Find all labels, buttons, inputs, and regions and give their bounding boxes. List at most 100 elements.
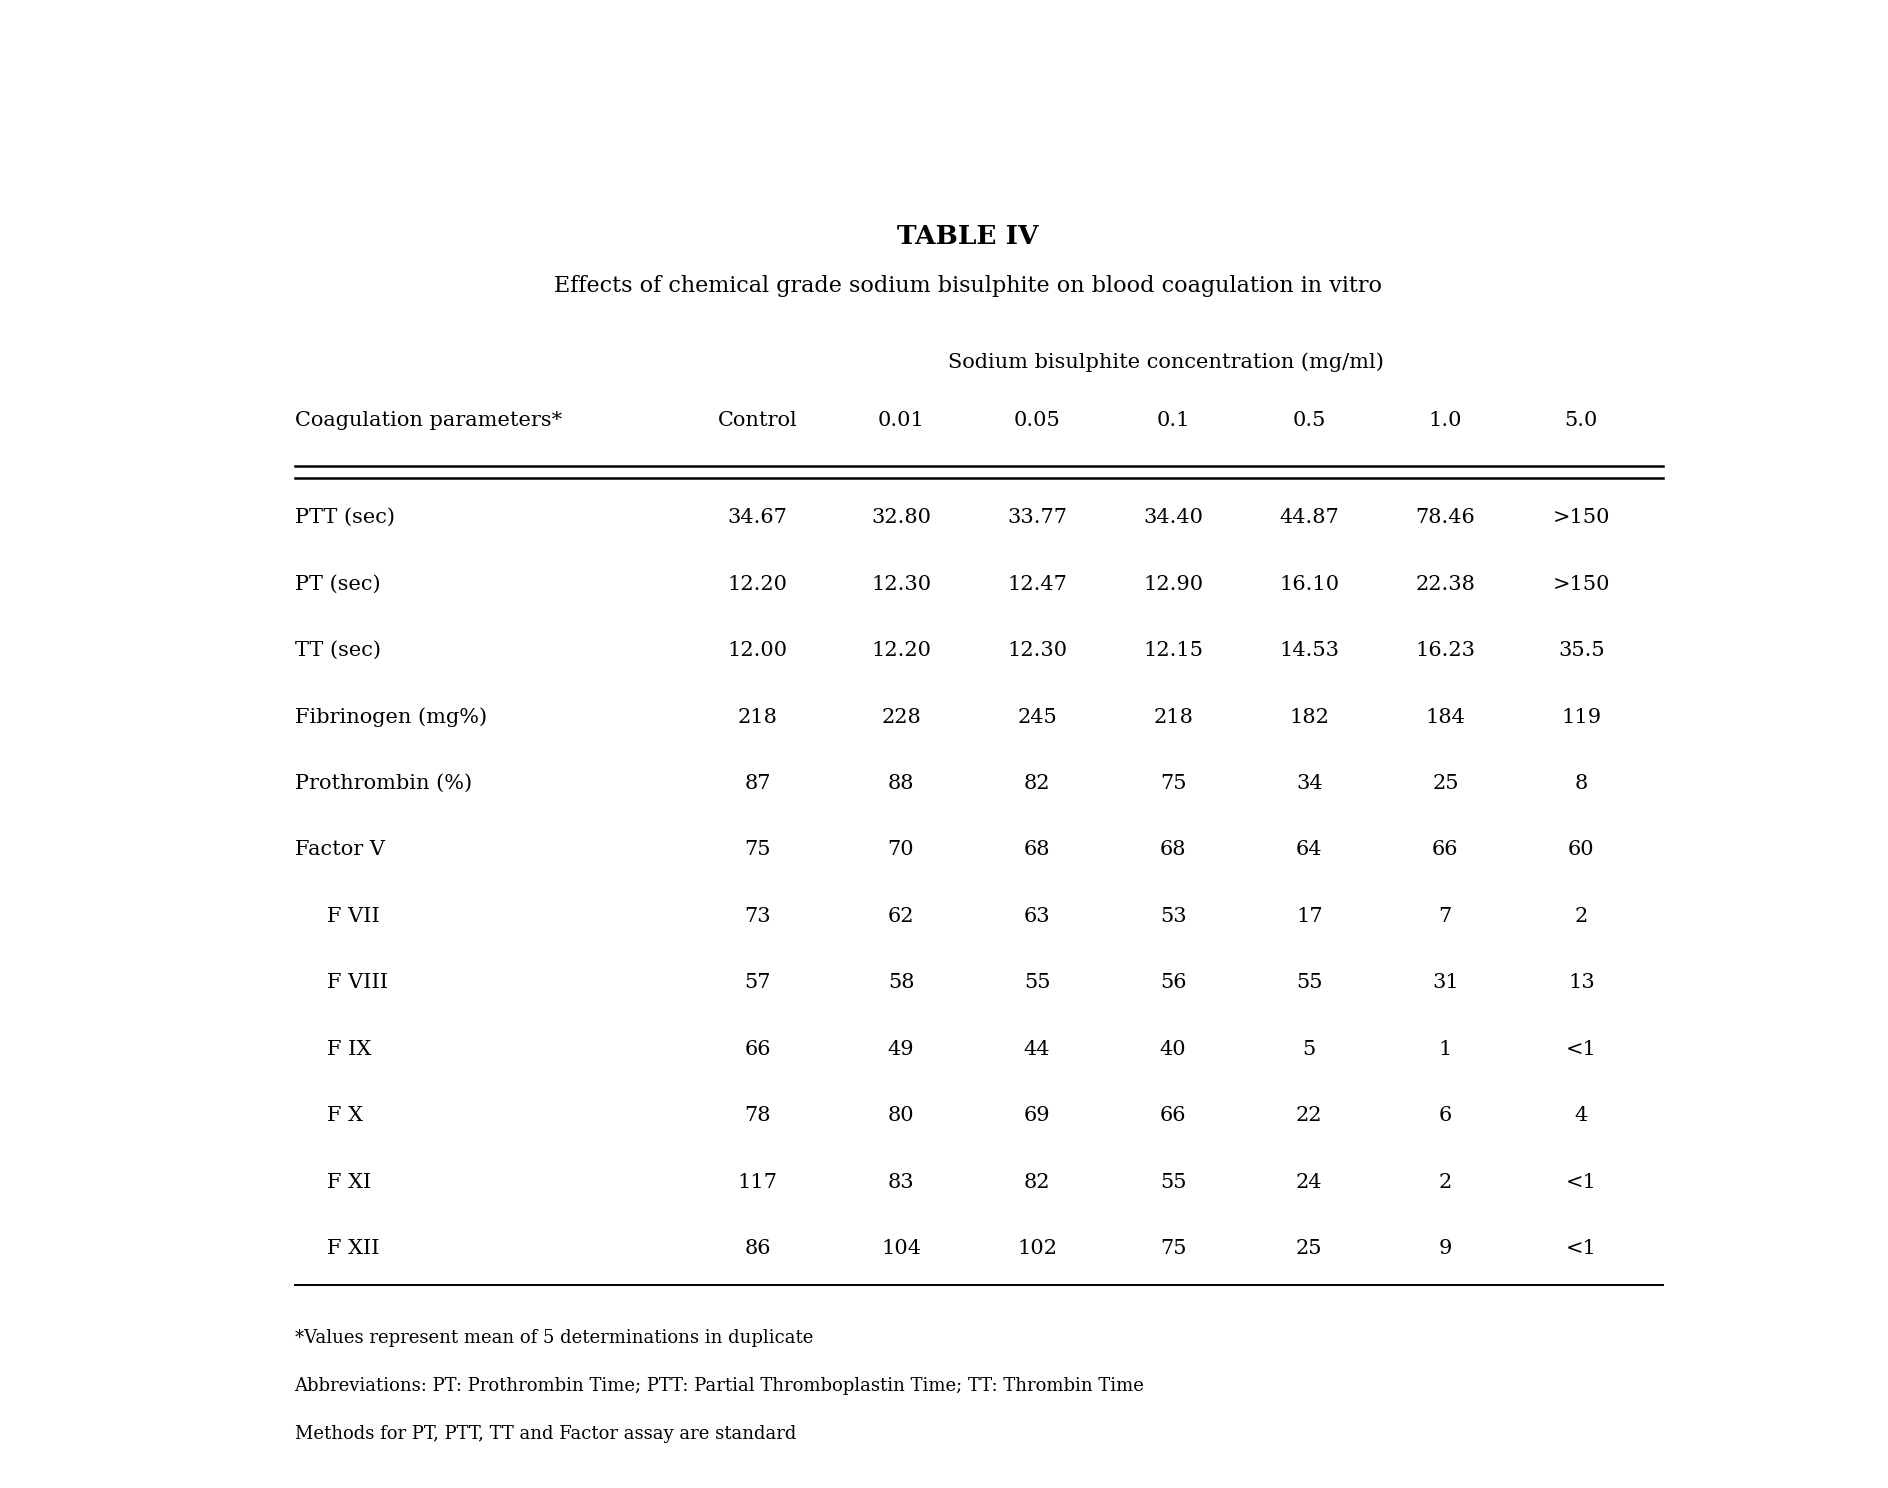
Text: 87: 87 (744, 774, 770, 793)
Text: 12.47: 12.47 (1006, 574, 1067, 594)
Text: 49: 49 (887, 1040, 914, 1059)
Text: TT (sec): TT (sec) (295, 641, 381, 661)
Text: F X: F X (327, 1106, 362, 1125)
Text: 53: 53 (1159, 906, 1186, 926)
Text: 25: 25 (1433, 774, 1459, 793)
Text: 34: 34 (1295, 774, 1323, 793)
Text: 12.30: 12.30 (870, 574, 931, 594)
Text: Abbreviations: PT: Prothrombin Time; PTT: Partial Thromboplastin Time; TT: Throm: Abbreviations: PT: Prothrombin Time; PTT… (295, 1376, 1144, 1394)
Text: 104: 104 (882, 1240, 921, 1259)
Text: 17: 17 (1295, 906, 1323, 926)
Text: 66: 66 (744, 1040, 770, 1059)
Text: 12.30: 12.30 (1006, 641, 1067, 661)
Text: 55: 55 (1159, 1173, 1186, 1192)
Text: 32.80: 32.80 (870, 509, 931, 527)
Text: 58: 58 (887, 973, 914, 992)
Text: F VII: F VII (327, 906, 379, 926)
Text: 12.20: 12.20 (870, 641, 931, 661)
Text: 119: 119 (1561, 708, 1601, 726)
Text: F IX: F IX (327, 1040, 370, 1059)
Text: 0.5: 0.5 (1293, 411, 1325, 430)
Text: 56: 56 (1159, 973, 1186, 992)
Text: 34.40: 34.40 (1142, 509, 1203, 527)
Text: PT (sec): PT (sec) (295, 574, 379, 594)
Text: 82: 82 (1023, 774, 1050, 793)
Text: 2: 2 (1439, 1173, 1452, 1192)
Text: 86: 86 (744, 1240, 770, 1259)
Text: 88: 88 (887, 774, 914, 793)
Text: TABLE IV: TABLE IV (897, 225, 1038, 250)
Text: 63: 63 (1023, 906, 1050, 926)
Text: Effects of chemical grade sodium bisulphite on blood coagulation in vitro: Effects of chemical grade sodium bisulph… (553, 275, 1382, 296)
Text: 83: 83 (887, 1173, 914, 1192)
Text: 33.77: 33.77 (1006, 509, 1067, 527)
Text: 75: 75 (1159, 774, 1186, 793)
Text: Prothrombin (%): Prothrombin (%) (295, 774, 472, 793)
Text: 60: 60 (1569, 841, 1595, 860)
Text: 12.20: 12.20 (727, 574, 787, 594)
Text: 62: 62 (887, 906, 914, 926)
Text: 44: 44 (1023, 1040, 1050, 1059)
Text: Control: Control (717, 411, 797, 430)
Text: 228: 228 (882, 708, 921, 726)
Text: 102: 102 (1018, 1240, 1057, 1259)
Text: F XI: F XI (327, 1173, 370, 1192)
Text: 7: 7 (1439, 906, 1452, 926)
Text: 1.0: 1.0 (1429, 411, 1461, 430)
Text: 12.00: 12.00 (727, 641, 787, 661)
Text: Coagulation parameters*: Coagulation parameters* (295, 411, 561, 430)
Text: 6: 6 (1439, 1106, 1452, 1125)
Text: Sodium bisulphite concentration (mg/ml): Sodium bisulphite concentration (mg/ml) (948, 353, 1384, 372)
Text: 0.01: 0.01 (878, 411, 925, 430)
Text: 12.90: 12.90 (1142, 574, 1203, 594)
Text: 66: 66 (1433, 841, 1459, 860)
Text: 218: 218 (1154, 708, 1193, 726)
Text: 218: 218 (738, 708, 778, 726)
Text: F VIII: F VIII (327, 973, 387, 992)
Text: 78: 78 (744, 1106, 770, 1125)
Text: 31: 31 (1431, 973, 1459, 992)
Text: Methods for PT, PTT, TT and Factor assay are standard: Methods for PT, PTT, TT and Factor assay… (295, 1426, 797, 1443)
Text: 64: 64 (1295, 841, 1322, 860)
Text: Factor V: Factor V (295, 841, 385, 860)
Text: *Values represent mean of 5 determinations in duplicate: *Values represent mean of 5 determinatio… (295, 1329, 814, 1347)
Text: 16.10: 16.10 (1280, 574, 1339, 594)
Text: 40: 40 (1159, 1040, 1186, 1059)
Text: 68: 68 (1159, 841, 1186, 860)
Text: 245: 245 (1018, 708, 1057, 726)
Text: 70: 70 (887, 841, 914, 860)
Text: 22: 22 (1295, 1106, 1322, 1125)
Text: PTT (sec): PTT (sec) (295, 509, 395, 527)
Text: 9: 9 (1439, 1240, 1452, 1259)
Text: <1: <1 (1565, 1173, 1597, 1192)
Text: 24: 24 (1295, 1173, 1322, 1192)
Text: 66: 66 (1159, 1106, 1186, 1125)
Text: 44.87: 44.87 (1280, 509, 1339, 527)
Text: 0.05: 0.05 (1014, 411, 1061, 430)
Text: 182: 182 (1290, 708, 1329, 726)
Text: Fibrinogen (mg%): Fibrinogen (mg%) (295, 707, 487, 728)
Text: 35.5: 35.5 (1558, 641, 1605, 661)
Text: 5: 5 (1303, 1040, 1316, 1059)
Text: 16.23: 16.23 (1416, 641, 1475, 661)
Text: 5.0: 5.0 (1565, 411, 1597, 430)
Text: 25: 25 (1295, 1240, 1322, 1259)
Text: 4: 4 (1575, 1106, 1588, 1125)
Text: 73: 73 (744, 906, 770, 926)
Text: 22.38: 22.38 (1416, 574, 1475, 594)
Text: 55: 55 (1023, 973, 1050, 992)
Text: >150: >150 (1552, 574, 1610, 594)
Text: <1: <1 (1565, 1040, 1597, 1059)
Text: 0.1: 0.1 (1157, 411, 1189, 430)
Text: 78.46: 78.46 (1416, 509, 1475, 527)
Text: 2: 2 (1575, 906, 1588, 926)
Text: 1: 1 (1439, 1040, 1452, 1059)
Text: 55: 55 (1295, 973, 1322, 992)
Text: 8: 8 (1575, 774, 1588, 793)
Text: 34.67: 34.67 (727, 509, 787, 527)
Text: F XII: F XII (327, 1240, 379, 1259)
Text: >150: >150 (1552, 509, 1610, 527)
Text: 75: 75 (744, 841, 770, 860)
Text: 69: 69 (1023, 1106, 1050, 1125)
Text: 12.15: 12.15 (1142, 641, 1203, 661)
